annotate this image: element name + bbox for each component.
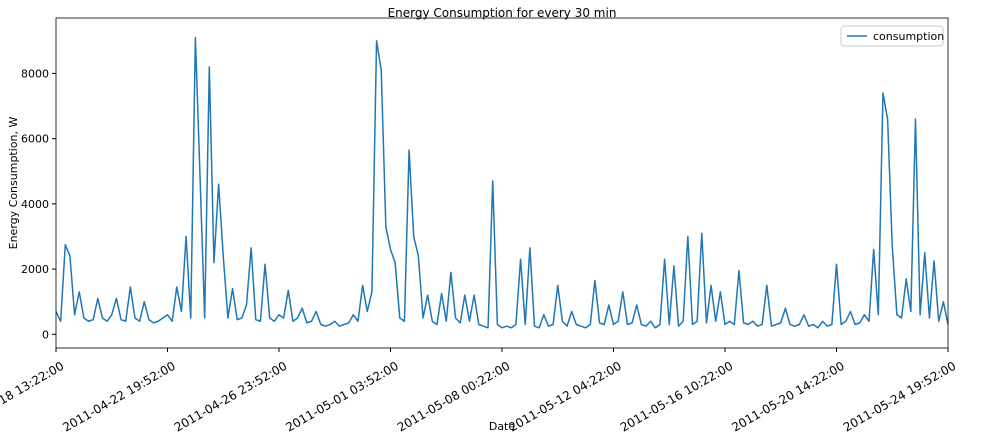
y-tick-label: 8000 (21, 67, 49, 80)
line-series (55, 36, 949, 329)
y-tick-label: 0 (42, 328, 49, 341)
y-tick-label: 4000 (21, 198, 49, 211)
y-tick-label: 2000 (21, 263, 49, 276)
x-axis-label: Date (489, 420, 516, 433)
axes-frame (55, 17, 949, 349)
chart-title: Energy Consumption for every 30 min (388, 6, 617, 20)
legend: consumption (840, 25, 944, 47)
y-tick-label: 6000 (21, 133, 49, 146)
y-axis-label: Energy Consumption, W (7, 117, 20, 250)
legend-label: consumption (873, 30, 944, 43)
legend-box (840, 25, 944, 47)
